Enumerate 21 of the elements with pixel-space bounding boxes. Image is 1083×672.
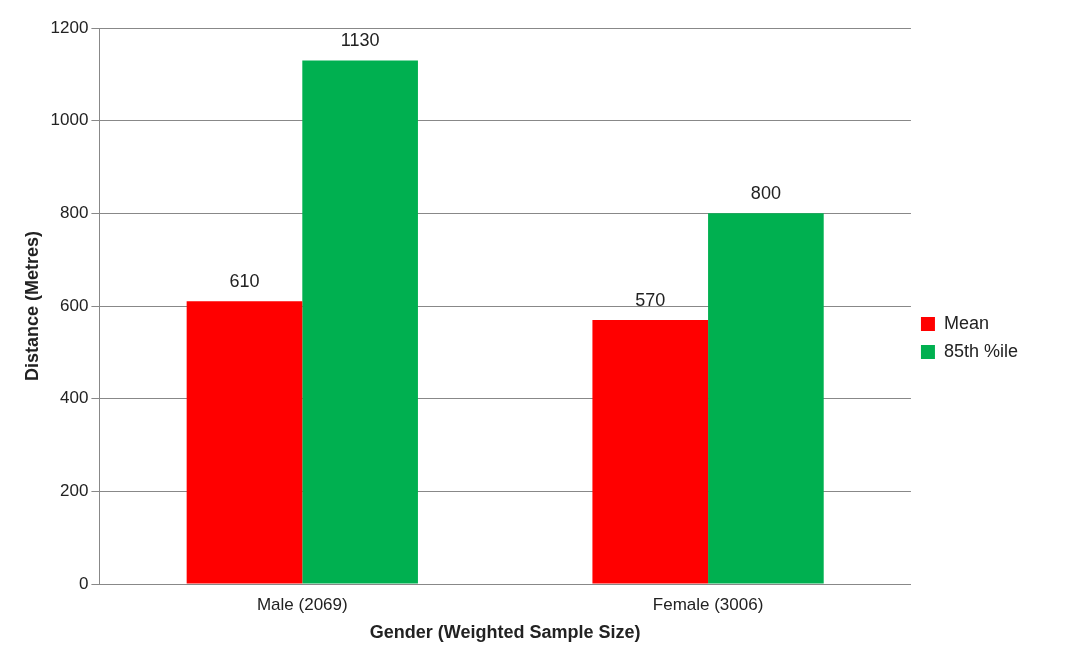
data-label: 610 [229,271,260,292]
y-tick-label: 600 [60,295,89,315]
data-label: 800 [750,183,781,204]
legend-label: Mean [943,312,989,333]
bar [186,301,303,584]
bar [302,60,418,584]
x-tick-label: Male (2069) [256,594,348,614]
bar [592,319,709,584]
y-tick-label: 800 [60,203,89,223]
legend-label: 85th %ile [943,340,1019,361]
data-label: 570 [635,289,666,310]
bar [708,213,824,584]
y-tick-label: 0 [78,573,89,593]
y-tick-label: 200 [60,481,89,501]
y-axis-title: Distance (Metres) [21,230,42,382]
x-tick-label: Female (3006) [652,594,764,614]
y-tick-label: 1000 [50,110,89,130]
x-axis-title: Gender (Weighted Sample Size) [369,622,641,643]
y-tick-label: 400 [60,388,89,408]
data-label: 1130 [340,30,380,51]
y-tick-label: 1200 [50,17,89,37]
